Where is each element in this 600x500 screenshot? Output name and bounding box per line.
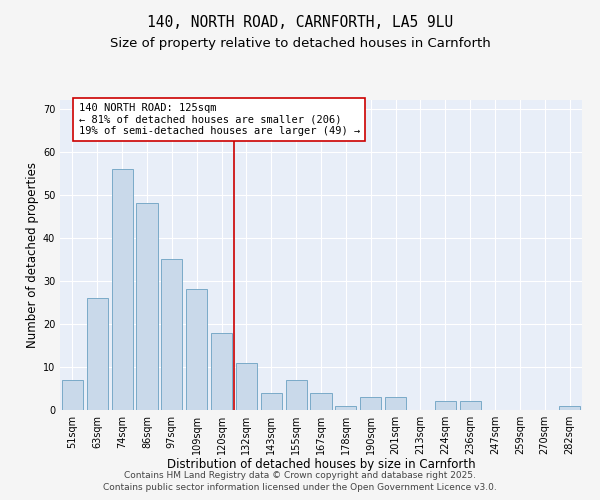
Bar bbox=[186, 290, 207, 410]
Bar bbox=[236, 362, 257, 410]
Bar bbox=[161, 260, 182, 410]
Bar bbox=[112, 169, 133, 410]
Bar bbox=[310, 393, 332, 410]
Text: 140 NORTH ROAD: 125sqm
← 81% of detached houses are smaller (206)
19% of semi-de: 140 NORTH ROAD: 125sqm ← 81% of detached… bbox=[79, 103, 360, 136]
Text: 140, NORTH ROAD, CARNFORTH, LA5 9LU: 140, NORTH ROAD, CARNFORTH, LA5 9LU bbox=[147, 15, 453, 30]
X-axis label: Distribution of detached houses by size in Carnforth: Distribution of detached houses by size … bbox=[167, 458, 475, 471]
Bar bbox=[211, 332, 232, 410]
Bar bbox=[87, 298, 108, 410]
Bar bbox=[286, 380, 307, 410]
Bar bbox=[335, 406, 356, 410]
Bar bbox=[559, 406, 580, 410]
Bar bbox=[435, 402, 456, 410]
Bar bbox=[385, 397, 406, 410]
Bar bbox=[360, 397, 381, 410]
Text: Contains HM Land Registry data © Crown copyright and database right 2025.
Contai: Contains HM Land Registry data © Crown c… bbox=[103, 471, 497, 492]
Bar bbox=[136, 204, 158, 410]
Y-axis label: Number of detached properties: Number of detached properties bbox=[26, 162, 38, 348]
Bar bbox=[261, 393, 282, 410]
Text: Size of property relative to detached houses in Carnforth: Size of property relative to detached ho… bbox=[110, 38, 490, 51]
Bar bbox=[62, 380, 83, 410]
Bar bbox=[460, 402, 481, 410]
